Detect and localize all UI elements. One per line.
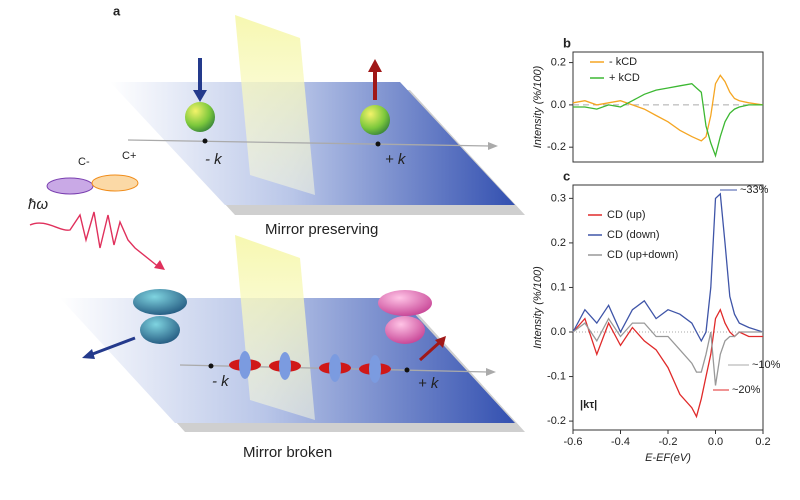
k-point bbox=[404, 367, 410, 373]
sphere bbox=[360, 105, 390, 135]
x-tick-label: 0.0 bbox=[708, 436, 723, 448]
caption: Mirror preserving bbox=[265, 221, 378, 238]
x-tick-label: -0.6 bbox=[564, 436, 583, 448]
y-axis-label: Intensity (%/100) bbox=[532, 65, 544, 148]
y-tick-label: -0.2 bbox=[547, 141, 566, 153]
legend-label: CD (up) bbox=[607, 209, 646, 221]
light-label: C- bbox=[78, 156, 90, 168]
x-tick-label: 0.2 bbox=[755, 436, 770, 448]
polarization bbox=[91, 174, 139, 192]
legend-label: CD (down) bbox=[607, 229, 660, 241]
annotation: ~33% bbox=[740, 184, 769, 196]
series-line bbox=[572, 74, 764, 142]
arrow-head bbox=[82, 349, 95, 359]
orbital bbox=[385, 316, 425, 344]
panel-label: b bbox=[563, 35, 571, 50]
k-point bbox=[202, 138, 208, 144]
y-axis-label: Intensity (%/100) bbox=[532, 266, 544, 349]
series-line bbox=[572, 317, 763, 386]
y-tick-label: 0.1 bbox=[551, 281, 566, 293]
k-label: - k bbox=[205, 151, 223, 168]
x-tick-label: -0.2 bbox=[659, 436, 678, 448]
y-tick-label: -0.1 bbox=[547, 370, 566, 382]
arrow-head bbox=[154, 260, 165, 270]
light-label: ħω bbox=[28, 196, 48, 213]
y-tick-label: -0.2 bbox=[547, 415, 566, 427]
legend-label: - kCD bbox=[609, 56, 637, 68]
panel-a: a - k + k Mirror preserving C- C+ ħω - k… bbox=[28, 3, 525, 461]
arrow-head bbox=[486, 368, 496, 376]
series-line bbox=[572, 308, 763, 419]
polarization bbox=[46, 177, 94, 195]
orbital bbox=[140, 316, 180, 344]
y-tick-label: 0.2 bbox=[551, 56, 566, 68]
annotation: ~10% bbox=[752, 359, 781, 371]
annotation: |kτ| bbox=[580, 399, 597, 411]
photon-wave bbox=[29, 211, 161, 269]
k-label: - k bbox=[212, 373, 230, 390]
orbitals bbox=[229, 351, 391, 383]
legend-label: CD (up+down) bbox=[607, 249, 678, 261]
arrow-head bbox=[193, 90, 207, 102]
y-tick-label: 0.0 bbox=[551, 99, 566, 111]
k-axis bbox=[127, 139, 491, 147]
panel-label: a bbox=[113, 3, 121, 18]
spin-arrow bbox=[89, 336, 136, 357]
k-point bbox=[208, 363, 214, 369]
y-tick-label: 0.3 bbox=[551, 192, 566, 204]
k-label: + k bbox=[418, 375, 440, 392]
series-line bbox=[572, 192, 764, 343]
annotation: ~20% bbox=[732, 384, 761, 396]
y-tick-label: 0.2 bbox=[551, 237, 566, 249]
series-line bbox=[573, 83, 763, 158]
panel-label: c bbox=[563, 168, 570, 183]
sphere bbox=[185, 102, 215, 132]
mirror-plane bbox=[235, 235, 315, 420]
mirror-plane bbox=[235, 15, 315, 195]
light-label: C+ bbox=[122, 150, 136, 162]
k-label: + k bbox=[385, 151, 407, 168]
y-tick-label: 0.0 bbox=[551, 326, 566, 338]
x-tick-label: -0.4 bbox=[611, 436, 630, 448]
arrow-head bbox=[435, 336, 446, 348]
orbital bbox=[133, 289, 187, 315]
x-axis-label: E-EF(eV) bbox=[645, 452, 691, 464]
arrow-head bbox=[368, 59, 382, 72]
caption: Mirror broken bbox=[243, 444, 332, 461]
arrow-head bbox=[488, 142, 498, 150]
orbital bbox=[378, 290, 432, 316]
spin-arrow bbox=[418, 340, 442, 362]
k-point bbox=[375, 141, 381, 147]
legend-label: + kCD bbox=[609, 72, 640, 84]
